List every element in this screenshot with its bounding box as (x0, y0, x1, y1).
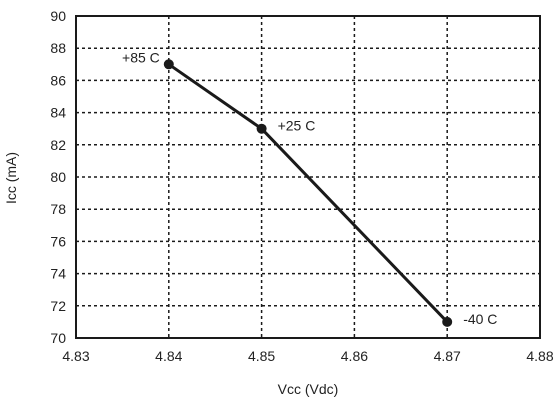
y-axis-label: Icc (mA) (3, 152, 19, 204)
y-tick-label: 80 (50, 169, 66, 185)
grid-lines (76, 16, 540, 338)
data-point (442, 316, 453, 327)
x-axis-label: Vcc (Vdc) (278, 381, 339, 397)
y-tick-label: 74 (50, 266, 66, 282)
y-tick-label: 82 (50, 137, 66, 153)
point-annotation: +25 C (278, 118, 316, 134)
plot-area-frame (75, 15, 541, 339)
data-point (163, 59, 174, 70)
y-tick-label: 78 (50, 201, 66, 217)
y-tick-label: 84 (50, 105, 66, 121)
x-tick-label: 4.88 (526, 348, 553, 364)
series-line (167, 63, 449, 323)
point-annotation: +85 C (122, 49, 160, 65)
x-tick-label: 4.85 (248, 348, 275, 364)
tick-labels: 4.83 4.84 4.85 4.86 4.87 4.88 70 72 74 76 78 80 82 84… (50, 8, 553, 364)
data-series: +85 C +25 C -40 C (122, 49, 497, 327)
data-point (256, 123, 267, 134)
y-tick-label: 70 (50, 330, 66, 346)
y-tick-label: 90 (50, 8, 66, 24)
y-tick-label: 86 (50, 72, 66, 88)
x-tick-label: 4.86 (341, 348, 368, 364)
x-tick-label: 4.87 (434, 348, 461, 364)
x-tick-label: 4.83 (62, 348, 89, 364)
y-tick-label: 76 (50, 233, 66, 249)
x-tick-label: 4.84 (155, 348, 182, 364)
y-tick-label: 88 (50, 40, 66, 56)
y-tick-label: 72 (50, 298, 66, 314)
point-annotation: -40 C (463, 311, 497, 327)
